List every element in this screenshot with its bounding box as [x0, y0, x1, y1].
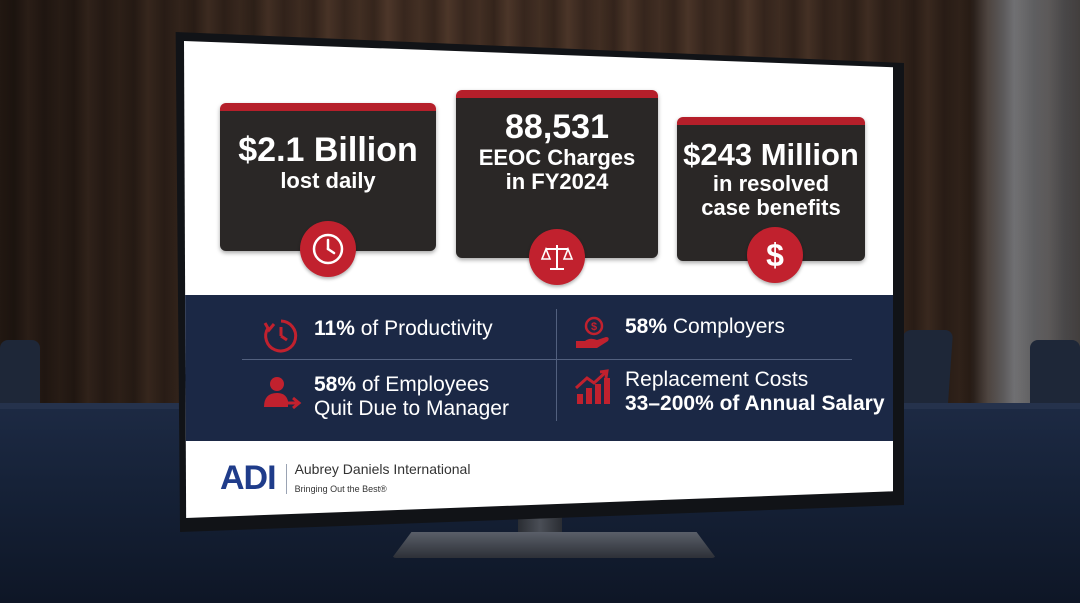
card-caption-line1: in resolved [712, 170, 830, 196]
tv-screen: $2.1 Billion lost daily 88,531 EEOC Char… [184, 41, 893, 518]
card-caption-line2: case benefits [701, 195, 841, 221]
svg-text:$: $ [591, 321, 597, 333]
card-value: $243 Million [683, 137, 859, 172]
stat-text: of Employees [361, 373, 490, 396]
stat-highlight: 58% [314, 373, 357, 396]
clock-icon [300, 221, 356, 277]
stat-text: Comployers [672, 315, 785, 338]
stat-text-line2: Quit Due to Manager [314, 397, 509, 421]
stat-text-line2: 33–200% of Annual Salary [625, 392, 885, 416]
stat-comployers: $ 58% Comployers [576, 315, 785, 348]
stat-productivity: 11% of Productivity [263, 317, 493, 353]
stat-highlight: 58% [625, 315, 668, 338]
logo-separator [285, 463, 287, 494]
person-exit-icon [262, 373, 302, 419]
logo-mark: ADI [220, 459, 277, 497]
card-caption-line2: in FY2024 [505, 169, 609, 195]
scales-icon [529, 229, 585, 285]
bar-chart-up-icon [573, 368, 613, 414]
company-logo: ADI Aubrey Daniels International Bringin… [220, 459, 470, 498]
card-caption: lost daily [280, 167, 376, 193]
company-name: Aubrey Daniels International [294, 460, 471, 477]
stats-band: 11% of Productivity $ 58% Comployers [184, 295, 893, 441]
band-divider-vertical [556, 309, 557, 421]
stat-highlight: 11% [314, 317, 355, 340]
card-value: $2.1 Billion [238, 131, 418, 169]
band-divider-horizontal [242, 359, 852, 360]
clock-arrow-icon [262, 317, 300, 361]
company-tagline: Bringing Out the Best® [294, 483, 387, 494]
card-value: 88,531 [505, 108, 609, 146]
dollar-icon: $ [747, 227, 803, 283]
stat-text: Replacement Costs [625, 368, 809, 391]
stat-card-resolved-benefits: $243 Million in resolved case benefits [677, 117, 865, 261]
card-caption-line1: EEOC Charges [478, 144, 636, 170]
hand-coin-icon: $ [573, 315, 613, 359]
tv-stand-base [392, 532, 716, 558]
stat-employees-quit: 58% of Employees Quit Due to Manager [264, 373, 509, 421]
stat-replacement-costs: Replacement Costs 33–200% of Annual Sala… [574, 368, 885, 416]
stat-text: of Productivity [360, 317, 493, 340]
dollar-sign: $ [766, 236, 784, 273]
